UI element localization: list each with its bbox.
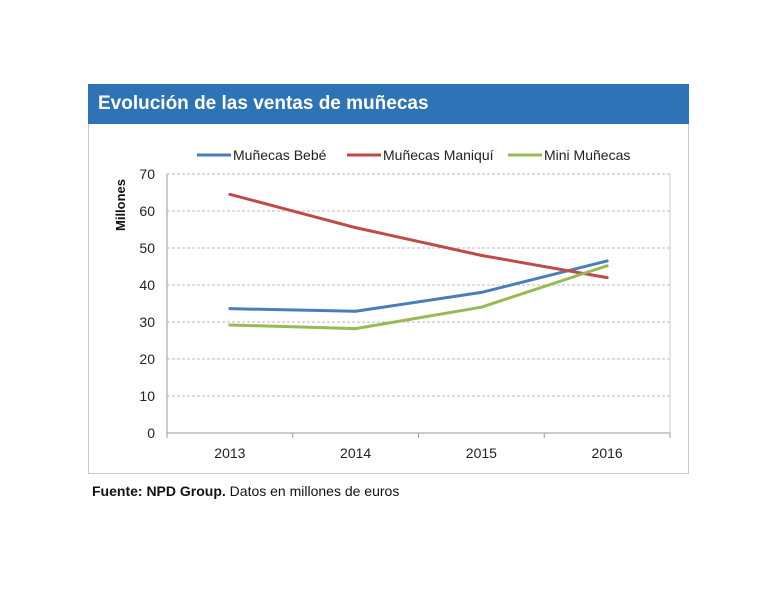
data-point xyxy=(354,309,358,313)
legend-label: Muñecas Bebé xyxy=(233,147,327,163)
x-tick-label: 2015 xyxy=(466,445,497,461)
chart-title: Evolución de las ventas de muñecas xyxy=(88,84,689,124)
y-tick-label: 30 xyxy=(139,314,155,330)
y-tick-label: 0 xyxy=(147,425,155,441)
data-point xyxy=(479,305,483,309)
y-tick-label: 10 xyxy=(139,388,155,404)
data-point xyxy=(228,323,232,327)
data-point xyxy=(605,276,609,280)
data-point xyxy=(228,192,232,196)
y-tick-label: 40 xyxy=(139,277,155,293)
y-tick-label: 60 xyxy=(139,203,155,219)
data-point xyxy=(354,226,358,230)
y-tick-label: 20 xyxy=(139,351,155,367)
series-line-3 xyxy=(229,264,608,331)
source-label: Fuente: NPD Group. xyxy=(92,483,226,499)
y-tick-label: 50 xyxy=(139,240,155,256)
data-point xyxy=(354,327,358,331)
footer-note: Datos en millones de euros xyxy=(225,483,400,499)
footer: Fuente: NPD Group. Datos en millones de … xyxy=(92,483,399,499)
data-point xyxy=(479,253,483,257)
legend-label: Mini Muñecas xyxy=(544,147,630,163)
x-tick-label: 2016 xyxy=(592,445,623,461)
data-point xyxy=(479,290,483,294)
data-point xyxy=(228,307,232,311)
legend-label: Muñecas Maniquí xyxy=(383,147,494,163)
series-line-2 xyxy=(229,192,608,280)
y-axis-label: Millones xyxy=(113,179,128,231)
data-point xyxy=(605,264,609,268)
x-tick-label: 2014 xyxy=(340,445,371,461)
series-line-1 xyxy=(229,259,608,313)
x-tick-label: 2013 xyxy=(214,445,245,461)
y-tick-label: 70 xyxy=(139,166,155,182)
data-point xyxy=(605,259,609,263)
